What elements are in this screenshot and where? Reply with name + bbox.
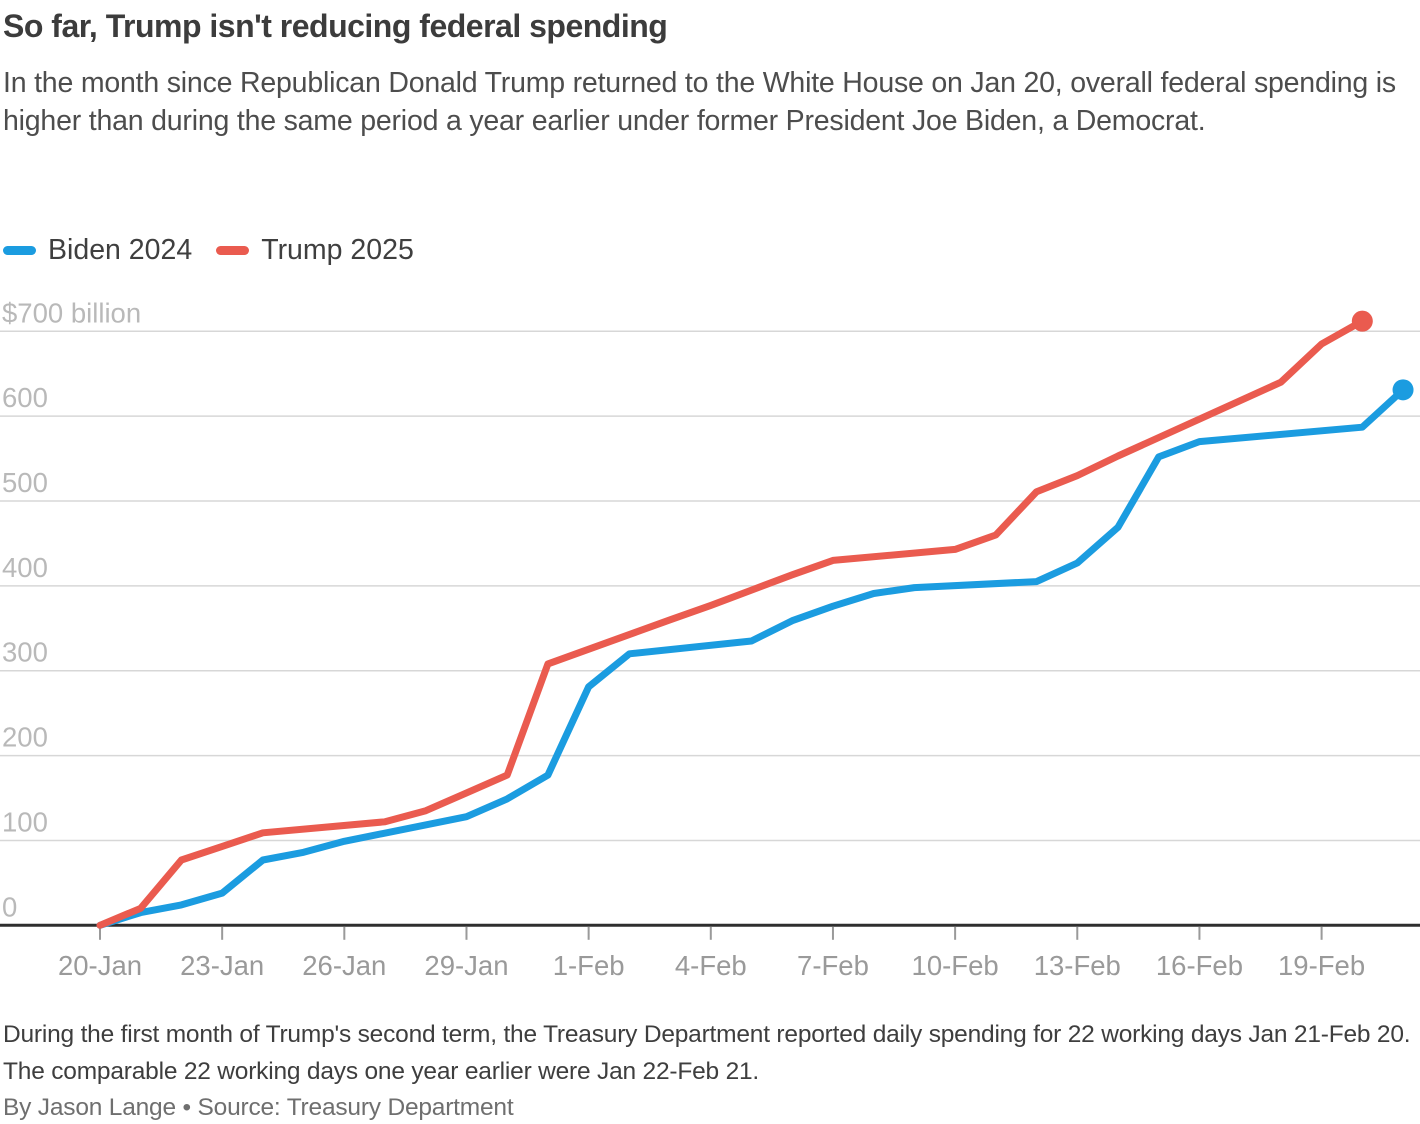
- page-title: So far, Trump isn't reducing federal spe…: [3, 8, 668, 44]
- y-axis-label: 600: [2, 382, 48, 413]
- legend-item-trump-2025: Trump 2025: [216, 234, 414, 267]
- y-axis-label: 200: [2, 722, 48, 753]
- trump-line-swatch-icon: [216, 246, 250, 255]
- chart-footnote: During the first month of Trump's second…: [3, 1021, 1411, 1085]
- byline-source: By Jason Lange • Source: Treasury Depart…: [3, 1094, 514, 1121]
- x-axis-label: 1-Feb: [553, 950, 625, 981]
- x-axis-label: 13-Feb: [1034, 950, 1121, 981]
- y-axis-label: 100: [2, 806, 48, 837]
- x-axis-label: 7-Feb: [797, 950, 869, 981]
- x-axis-label: 29-Jan: [424, 950, 508, 981]
- x-axis-label: 19-Feb: [1278, 950, 1365, 981]
- x-axis-label: 10-Feb: [912, 950, 999, 981]
- legend-label-biden: Biden 2024: [48, 234, 193, 266]
- y-axis-label: 400: [2, 552, 48, 583]
- x-axis-label: 16-Feb: [1156, 950, 1243, 981]
- x-axis-label: 4-Feb: [675, 950, 747, 981]
- series-end-dot-biden-2024: [1392, 379, 1414, 401]
- y-axis-label: 500: [2, 467, 48, 498]
- biden-line-swatch-icon: [3, 246, 36, 255]
- y-axis-label: $700 billion: [2, 297, 141, 328]
- series-line-biden-2024: [96, 386, 1407, 929]
- legend-label-trump: Trump 2025: [261, 234, 414, 266]
- x-axis-label: 26-Jan: [302, 950, 386, 981]
- x-axis-label: 20-Jan: [58, 950, 142, 981]
- y-axis-label: 0: [2, 891, 17, 922]
- legend: Biden 2024 Trump 2025: [3, 234, 438, 267]
- y-axis-label: 300: [2, 637, 48, 668]
- chart-subtitle: In the month since Republican Donald Tru…: [3, 67, 1396, 137]
- legend-item-biden-2024: Biden 2024: [3, 234, 192, 267]
- series-end-dot-trump-2025: [1351, 310, 1373, 332]
- series-line-trump-2025: [96, 317, 1366, 929]
- x-axis-label: 23-Jan: [180, 950, 264, 981]
